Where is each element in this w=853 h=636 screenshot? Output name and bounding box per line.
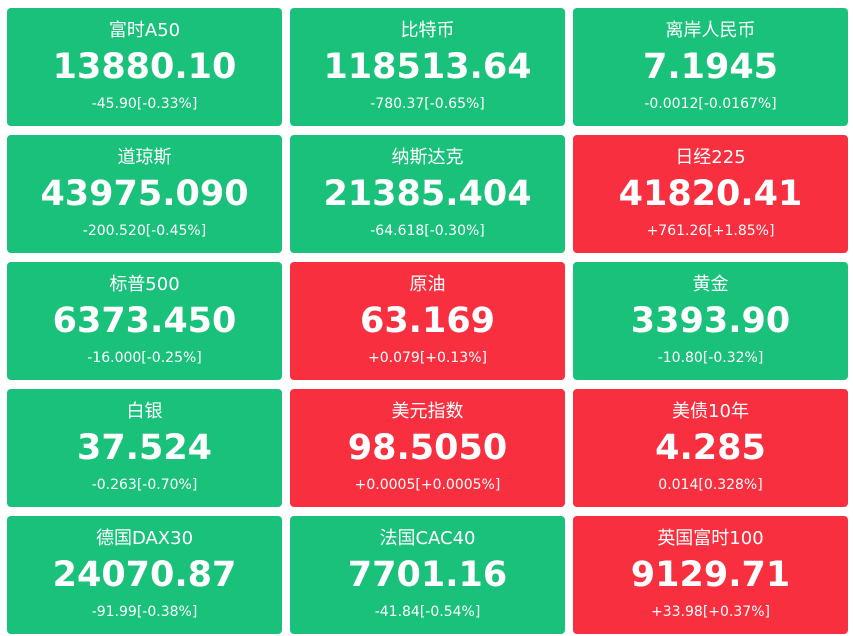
quote-name: 纳斯达克 bbox=[391, 147, 464, 168]
quote-change: +761.26[+1.85%] bbox=[646, 223, 775, 239]
quote-tile-silver[interactable]: 白银 37.524 -0.263[-0.70%] bbox=[7, 389, 282, 507]
quote-name: 离岸人民币 bbox=[665, 20, 756, 41]
quote-name: 富时A50 bbox=[108, 20, 181, 41]
quote-price: 7701.16 bbox=[347, 555, 508, 595]
quote-price: 9129.71 bbox=[630, 555, 791, 595]
quote-change: -41.84[-0.54%] bbox=[374, 604, 481, 620]
quote-tile-crude-oil[interactable]: 原油 63.169 +0.079[+0.13%] bbox=[290, 262, 565, 380]
quote-name: 白银 bbox=[126, 401, 163, 422]
quote-price: 41820.41 bbox=[618, 174, 803, 214]
quote-name: 黄金 bbox=[692, 274, 729, 295]
quote-price: 7.1945 bbox=[642, 47, 779, 87]
quote-price: 24070.87 bbox=[52, 555, 237, 595]
quote-change: -0.263[-0.70%] bbox=[91, 477, 198, 493]
quote-change: +0.079[+0.13%] bbox=[368, 350, 487, 366]
quote-tile-cac-40[interactable]: 法国CAC40 7701.16 -41.84[-0.54%] bbox=[290, 516, 565, 634]
quote-price: 4.285 bbox=[655, 428, 766, 468]
quote-change: -45.90[-0.33%] bbox=[91, 96, 198, 112]
quote-change: -0.0012[-0.0167%] bbox=[644, 96, 777, 112]
quote-tile-offshore-cny[interactable]: 离岸人民币 7.1945 -0.0012[-0.0167%] bbox=[573, 8, 848, 126]
quote-name: 标普500 bbox=[109, 274, 180, 295]
quote-price: 21385.404 bbox=[323, 174, 532, 214]
quote-name: 法国CAC40 bbox=[379, 528, 476, 549]
quote-name: 美元指数 bbox=[391, 401, 464, 422]
quote-change: -200.520[-0.45%] bbox=[82, 223, 207, 239]
quote-price: 98.5050 bbox=[347, 428, 508, 468]
quote-change: -91.99[-0.38%] bbox=[91, 604, 198, 620]
quote-tile-dax-30[interactable]: 德国DAX30 24070.87 -91.99[-0.38%] bbox=[7, 516, 282, 634]
quote-price: 37.524 bbox=[76, 428, 213, 468]
quote-price: 13880.10 bbox=[52, 47, 237, 87]
quote-name: 比特币 bbox=[400, 20, 455, 41]
quote-change: +0.0005[+0.0005%] bbox=[354, 477, 501, 493]
quote-tile-us-10y-treasury[interactable]: 美债10年 4.285 0.014[0.328%] bbox=[573, 389, 848, 507]
quote-price: 118513.64 bbox=[323, 47, 532, 87]
quote-tile-gold[interactable]: 黄金 3393.90 -10.80[-0.32%] bbox=[573, 262, 848, 380]
quote-price: 43975.090 bbox=[40, 174, 249, 214]
quote-tile-ftse-100[interactable]: 英国富时100 9129.71 +33.98[+0.37%] bbox=[573, 516, 848, 634]
quote-change: -64.618[-0.30%] bbox=[370, 223, 485, 239]
quote-name: 日经225 bbox=[675, 147, 746, 168]
quote-tile-sp-500[interactable]: 标普500 6373.450 -16.000[-0.25%] bbox=[7, 262, 282, 380]
quote-tile-nasdaq[interactable]: 纳斯达克 21385.404 -64.618[-0.30%] bbox=[290, 135, 565, 253]
quote-tile-ftse-a50[interactable]: 富时A50 13880.10 -45.90[-0.33%] bbox=[7, 8, 282, 126]
quote-change: +33.98[+0.37%] bbox=[651, 604, 770, 620]
quote-change: 0.014[0.328%] bbox=[658, 477, 763, 493]
quote-name: 德国DAX30 bbox=[95, 528, 194, 549]
quote-price: 6373.450 bbox=[52, 301, 237, 341]
quote-price: 3393.90 bbox=[630, 301, 791, 341]
quote-tile-dow-jones[interactable]: 道琼斯 43975.090 -200.520[-0.45%] bbox=[7, 135, 282, 253]
quote-tile-nikkei-225[interactable]: 日经225 41820.41 +761.26[+1.85%] bbox=[573, 135, 848, 253]
quote-price: 63.169 bbox=[359, 301, 496, 341]
quote-tile-usd-index[interactable]: 美元指数 98.5050 +0.0005[+0.0005%] bbox=[290, 389, 565, 507]
quote-change: -780.37[-0.65%] bbox=[370, 96, 485, 112]
quote-name: 英国富时100 bbox=[657, 528, 764, 549]
quote-change: -16.000[-0.25%] bbox=[87, 350, 202, 366]
quote-name: 道琼斯 bbox=[117, 147, 172, 168]
quote-change: -10.80[-0.32%] bbox=[657, 350, 764, 366]
quote-tile-bitcoin[interactable]: 比特币 118513.64 -780.37[-0.65%] bbox=[290, 8, 565, 126]
quote-name: 原油 bbox=[409, 274, 446, 295]
quote-name: 美债10年 bbox=[672, 401, 749, 422]
